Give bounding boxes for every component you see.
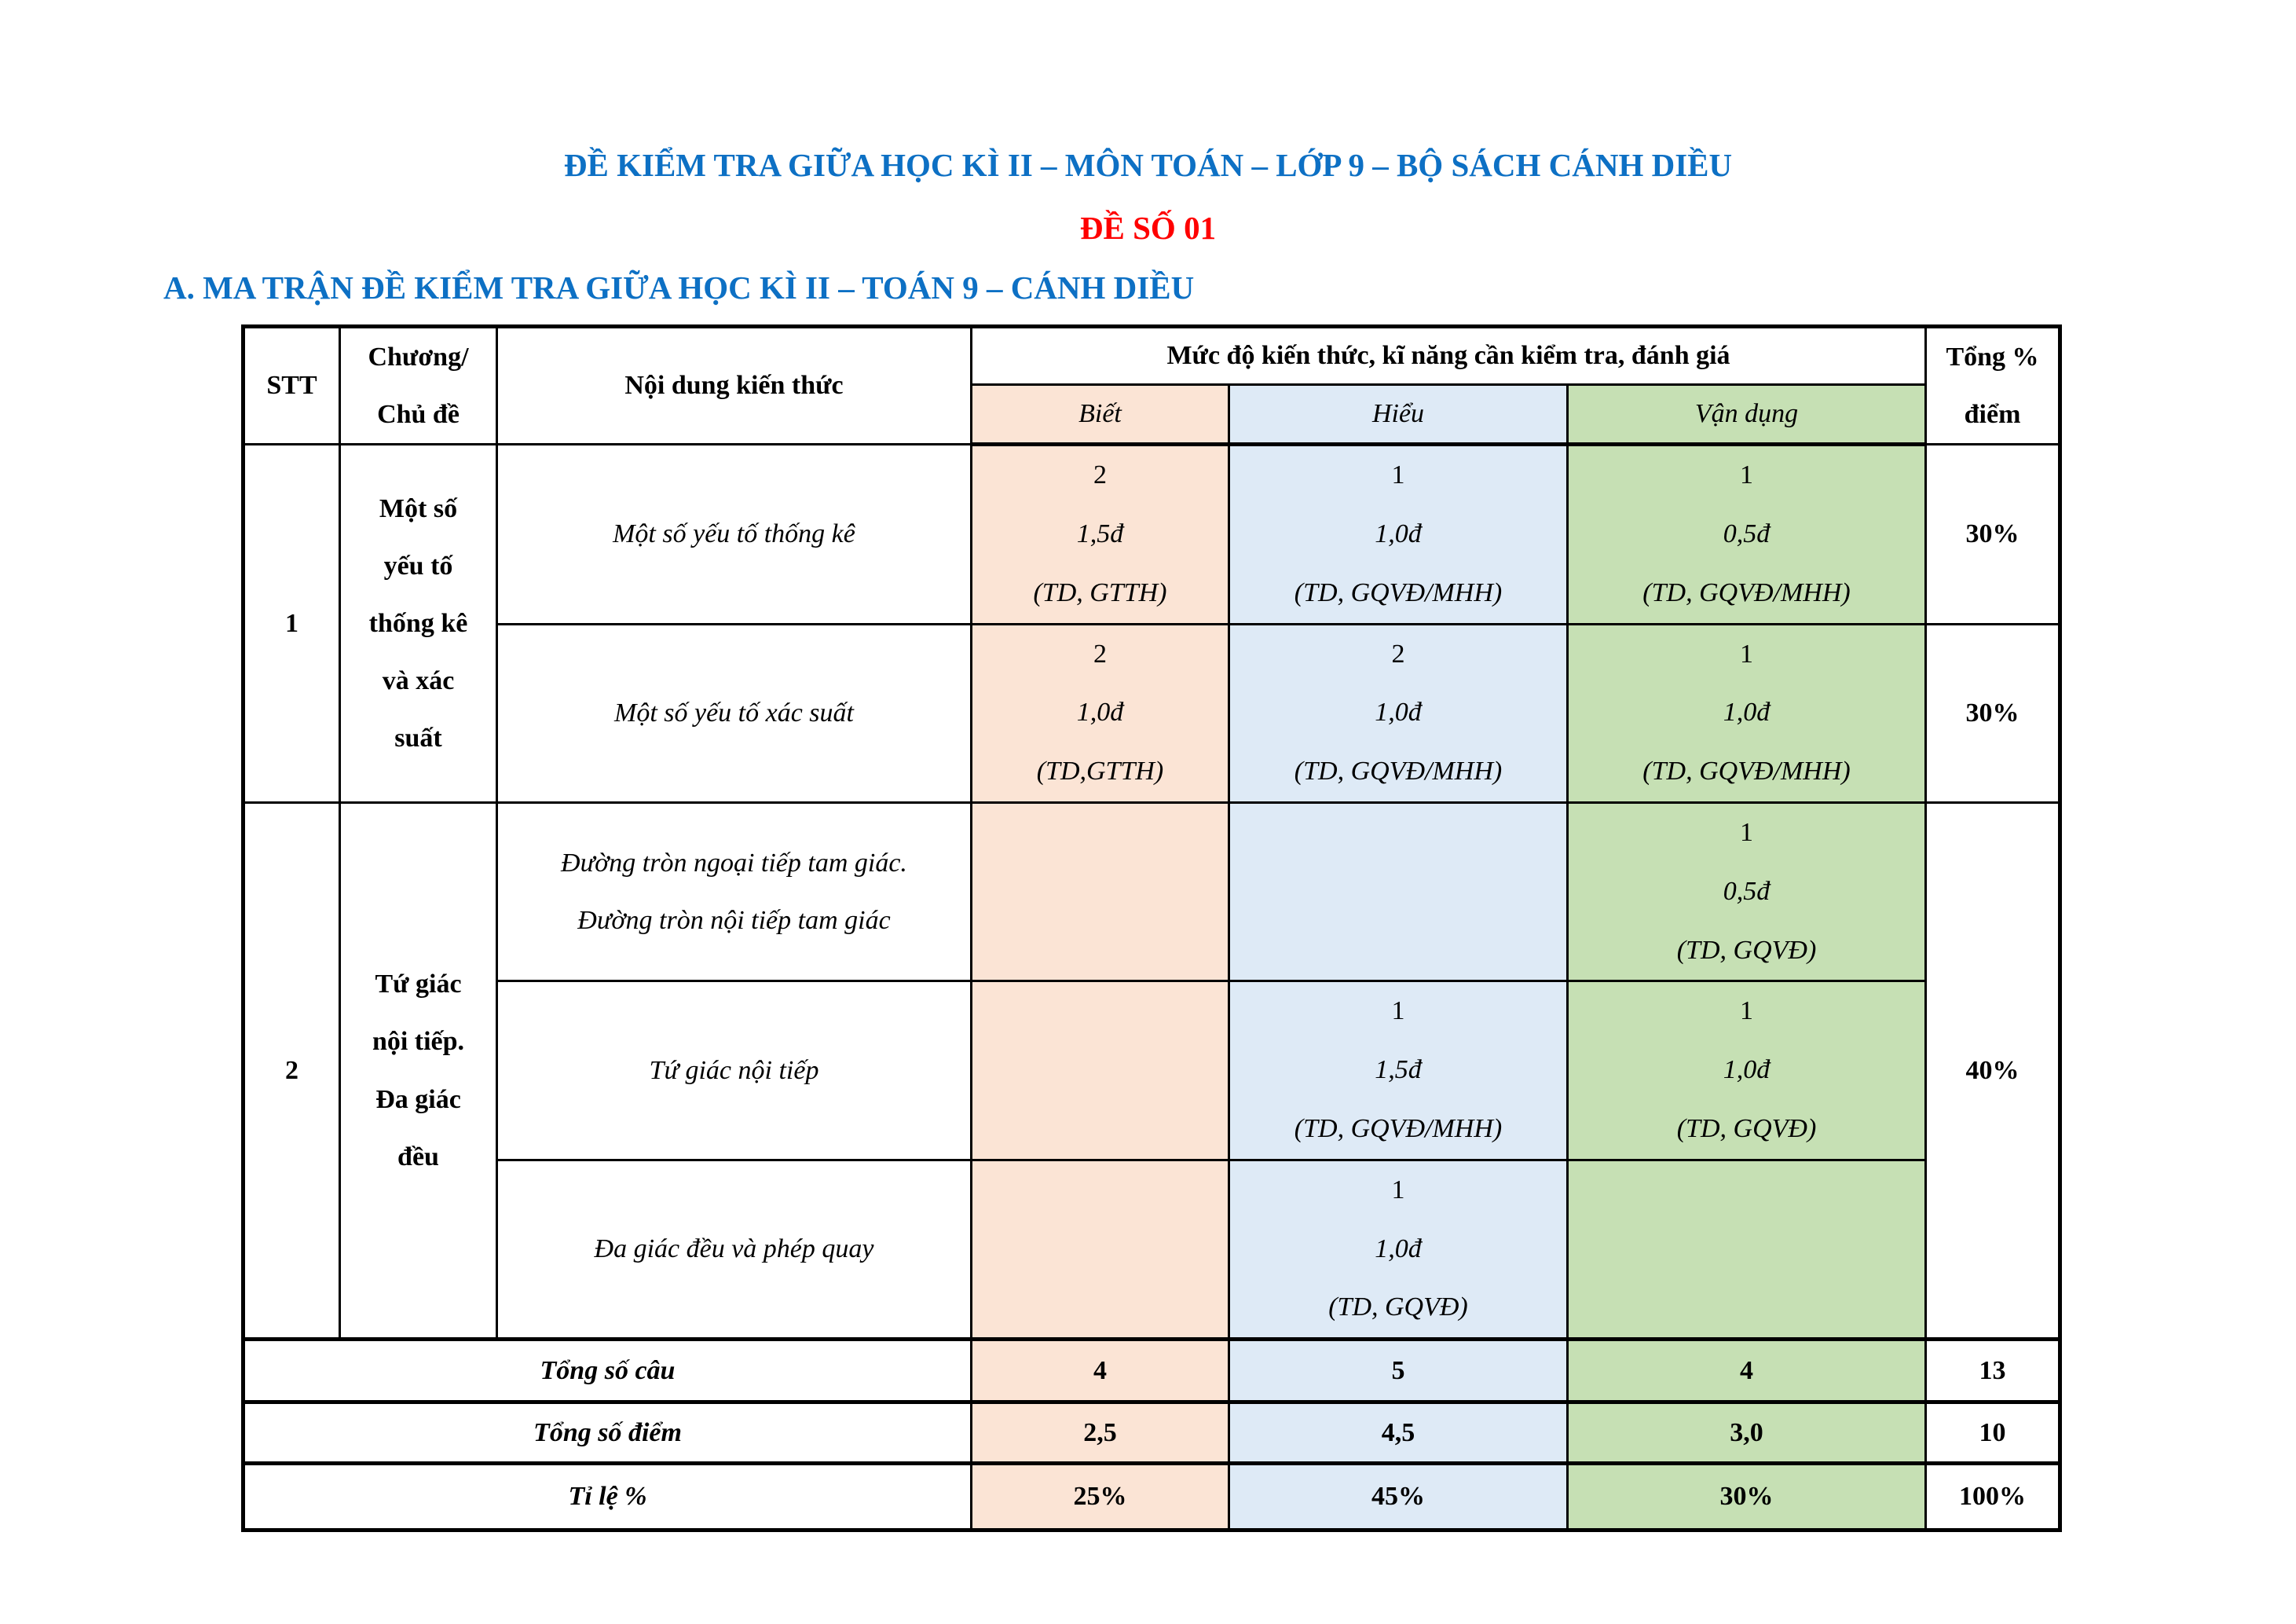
table-row-cyclic-quadrilateral: Tứ giác nội tiếp 1 1,5đ (TD, GQVĐ/MHH) 1… <box>244 980 2060 1161</box>
know-cell: 2 1,5đ (TD, GTTH) <box>970 443 1230 625</box>
understand-total-questions: 5 <box>1228 1337 1569 1404</box>
stt-cell: 2 <box>242 801 341 1341</box>
question-count: 1 <box>1391 1175 1405 1204</box>
summary-row-total-questions: Tổng số câu 4 5 4 13 <box>242 1337 2062 1404</box>
know-cell-empty <box>970 801 1230 983</box>
content-cell: Một số yếu tố thống kê <box>496 443 972 625</box>
points-value: 1,0đ <box>1723 1055 1771 1085</box>
understand-cell-empty <box>1228 801 1569 983</box>
skills-code: (TD, GQVĐ/MHH) <box>1294 757 1503 786</box>
summary-label: Tổng số câu <box>242 1337 972 1404</box>
summary-label: Tỉ lệ % <box>242 1461 972 1532</box>
understand-cell: 1 1,5đ (TD, GQVĐ/MHH) <box>1228 980 1569 1161</box>
exam-matrix-table: STT Chương/ Chủ đề Nội dung kiến thức Mứ… <box>241 324 2063 1533</box>
know-cell-empty <box>970 1158 1230 1341</box>
question-count: 2 <box>1093 460 1107 490</box>
content-cell: Tứ giác nội tiếp <box>496 980 972 1161</box>
points-value: 1,0đ <box>1375 519 1422 548</box>
header-chapter: Chương/ Chủ đề <box>339 324 498 446</box>
understand-cell: 2 1,0đ (TD, GQVĐ/MHH) <box>1228 622 1569 804</box>
row-total-percent: 30% <box>1924 443 2062 625</box>
grand-total-percentage: 100% <box>1924 1461 2062 1532</box>
skills-code: (TD,GTTH) <box>1036 757 1164 786</box>
header-total-percent: Tổng % điểm <box>1924 324 2062 446</box>
skills-code: (TD, GQVĐ/MHH) <box>1642 757 1851 786</box>
know-total-points: 2,5 <box>970 1400 1230 1465</box>
question-count: 1 <box>1391 996 1405 1026</box>
points-value: 1,0đ <box>1076 698 1124 728</box>
understand-cell: 1 1,0đ (TD, GQVĐ/MHH) <box>1228 443 1569 625</box>
content-cell: Đường tròn ngoại tiếp tam giác. Đường tr… <box>496 801 972 983</box>
know-total-questions: 4 <box>970 1337 1230 1404</box>
understand-cell: 1 1,0đ (TD, GQVĐ) <box>1228 1158 1569 1341</box>
content-cell: Đa giác đều và phép quay <box>496 1158 972 1341</box>
apply-cell: 1 1,0đ (TD, GQVĐ) <box>1565 980 1928 1161</box>
question-count: 2 <box>1093 639 1107 669</box>
points-value: 0,5đ <box>1723 519 1771 548</box>
points-value: 1,0đ <box>1375 698 1422 728</box>
points-value: 0,5đ <box>1723 876 1771 906</box>
skills-code: (TD, GQVĐ) <box>1676 1113 1817 1143</box>
page-title: ĐỀ KIỂM TRA GIỮA HỌC KÌ II – MÔN TOÁN – … <box>563 147 1733 183</box>
understand-percentage: 45% <box>1228 1461 1569 1532</box>
question-count: 1 <box>1740 460 1753 490</box>
summary-row-total-points: Tổng số điểm 2,5 4,5 3,0 10 <box>242 1400 2062 1465</box>
question-count: 1 <box>1740 996 1753 1026</box>
skills-code: (TD, GQVĐ/MHH) <box>1294 577 1503 607</box>
understand-total-points: 4,5 <box>1228 1400 1569 1465</box>
know-cell: 2 1,0đ (TD,GTTH) <box>970 622 1230 804</box>
skills-code: (TD, GQVĐ/MHH) <box>1642 577 1851 607</box>
skills-code: (TD, GTTH) <box>1033 577 1167 607</box>
group-total-percent: 40% <box>1924 801 2062 1341</box>
question-count: 1 <box>1740 817 1753 847</box>
points-value: 1,0đ <box>1375 1234 1422 1263</box>
stt-cell: 1 <box>242 443 341 804</box>
section-heading: A. MA TRẬN ĐỀ KIỂM TRA GIỮA HỌC KÌ II – … <box>163 269 1195 306</box>
header-stt: STT <box>242 324 341 446</box>
know-percentage: 25% <box>970 1461 1230 1532</box>
question-count: 1 <box>1391 460 1405 490</box>
table-row-regular-polygon: Đa giác đều và phép quay 1 1,0đ (TD, GQV… <box>244 1158 2060 1341</box>
points-value: 1,5đ <box>1076 519 1124 548</box>
apply-cell: 1 1,0đ (TD, GQVĐ/MHH) <box>1565 622 1928 804</box>
content-cell: Một số yếu tố xác suất <box>496 622 972 804</box>
table-row-probability: Một số yếu tố xác suất 2 1,0đ (TD,GTTH) … <box>244 622 2062 804</box>
skills-code: (TD, GQVĐ) <box>1328 1292 1468 1322</box>
header-row-1: STT Chương/ Chủ đề Nội dung kiến thức Mứ… <box>242 324 2062 446</box>
question-count: 1 <box>1740 639 1753 669</box>
header-content: Nội dung kiến thức <box>496 324 972 446</box>
skills-code: (TD, GQVĐ) <box>1676 935 1817 965</box>
header-levels-title: Mức độ kiến thức, kĩ năng cần kiểm tra, … <box>969 324 1928 387</box>
question-count: 2 <box>1391 639 1405 669</box>
apply-total-questions: 4 <box>1565 1337 1928 1404</box>
apply-cell-empty <box>1565 1158 1928 1341</box>
header-level-know: Biết <box>970 383 1230 447</box>
header-row-2: Biết Hiểu Vận dụng <box>244 383 2060 447</box>
apply-cell: 1 0,5đ (TD, GQVĐ) <box>1565 801 1928 983</box>
apply-total-points: 3,0 <box>1565 1400 1928 1465</box>
apply-percentage: 30% <box>1565 1461 1928 1532</box>
chapter-cell: Tứ giác nội tiếp. Đa giác đều <box>339 801 498 1341</box>
grand-total-questions: 13 <box>1924 1337 2062 1404</box>
table-row-statistics: 1 Một số yếu tố thống kê và xác suất Một… <box>242 443 2062 804</box>
points-value: 1,0đ <box>1723 698 1771 728</box>
grand-total-points: 10 <box>1924 1400 2062 1465</box>
apply-cell: 1 0,5đ (TD, GQVĐ/MHH) <box>1565 443 1928 625</box>
header-level-apply: Vận dụng <box>1565 383 1928 447</box>
row-total-percent: 30% <box>1924 622 2062 804</box>
summary-row-percentage: Tỉ lệ % 25% 45% 30% 100% <box>242 1461 2062 1532</box>
table-row-circles: 2 Tứ giác nội tiếp. Đa giác đều Đường tr… <box>242 801 2062 1341</box>
know-cell-empty <box>970 980 1230 1161</box>
chapter-cell: Một số yếu tố thống kê và xác suất <box>339 443 498 804</box>
exam-number-subtitle: ĐỀ SỐ 01 <box>1079 210 1217 246</box>
header-level-understand: Hiểu <box>1228 383 1569 447</box>
points-value: 1,5đ <box>1375 1055 1422 1085</box>
skills-code: (TD, GQVĐ/MHH) <box>1294 1113 1503 1143</box>
summary-label: Tổng số điểm <box>242 1400 972 1465</box>
